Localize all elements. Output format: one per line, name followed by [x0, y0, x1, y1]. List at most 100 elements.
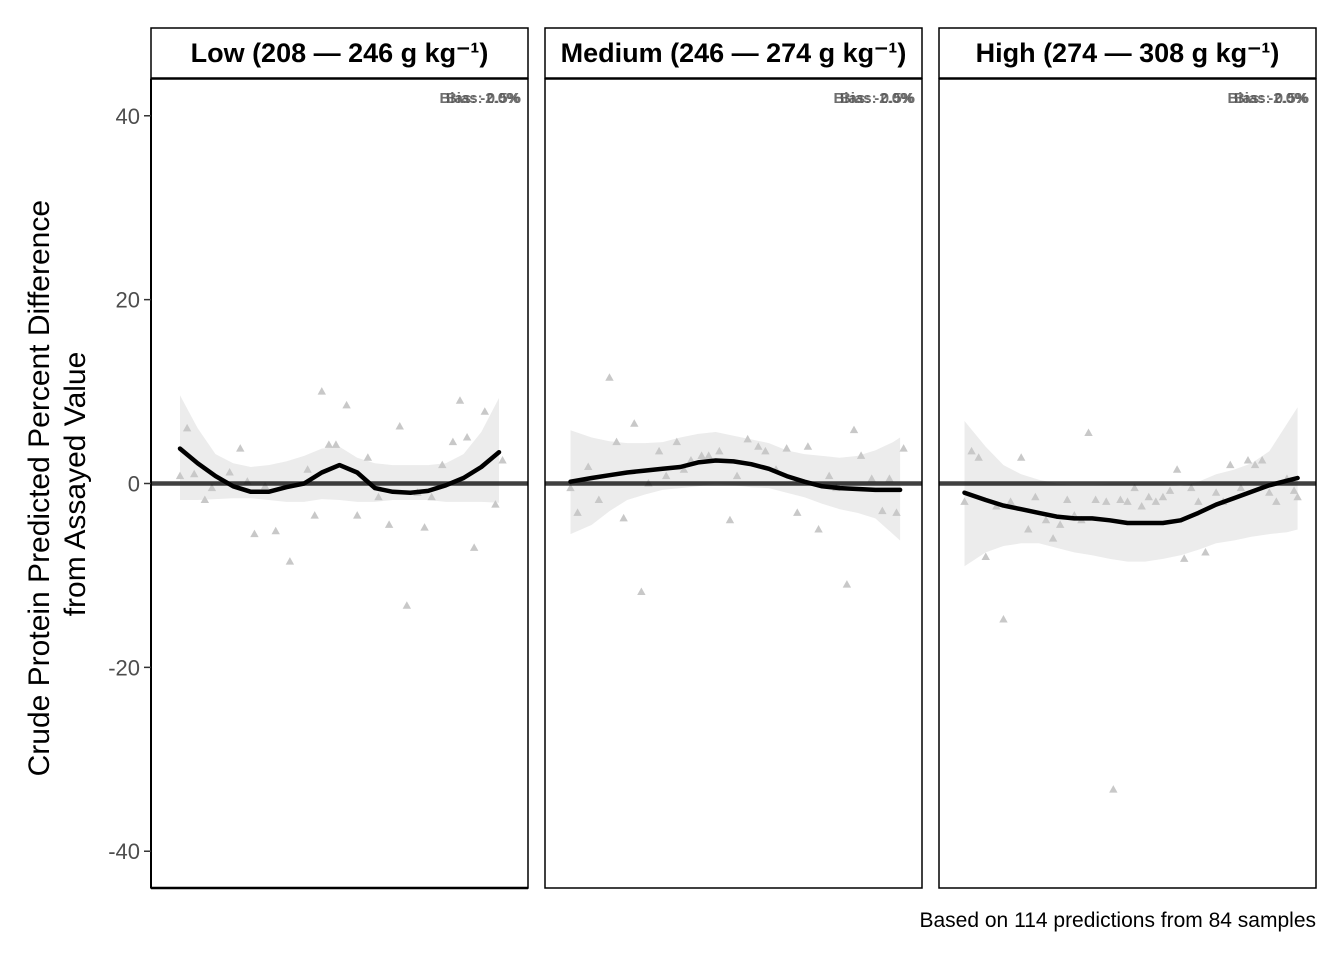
y-axis-title: Crude Protein Predicted Percent Differen… — [23, 192, 92, 777]
smooth-line — [177, 446, 502, 495]
data-point — [1109, 785, 1118, 793]
data-point — [342, 400, 351, 409]
facet-panel-3: High (274 — 308 g kg⁻¹) Bias: 0.5%Bias: -… — [938, 27, 1317, 889]
data-point — [200, 495, 210, 504]
data-point — [1041, 515, 1051, 524]
data-point — [630, 419, 639, 427]
data-point — [1257, 456, 1267, 464]
facet-strip-label: High (274 — 308 g kg⁻¹) — [976, 38, 1280, 68]
data-point — [1158, 492, 1168, 501]
data-point — [285, 557, 295, 565]
data-point — [427, 492, 436, 501]
data-point — [1123, 497, 1132, 505]
data-point — [207, 483, 217, 492]
y-tick-label: 20 — [116, 288, 140, 313]
data-point — [1180, 554, 1189, 562]
data-point — [992, 501, 1001, 510]
data-point — [310, 511, 319, 519]
panel-border — [938, 78, 1317, 889]
data-point — [250, 529, 259, 538]
data-point — [462, 433, 472, 441]
y-tick-label: 40 — [116, 104, 140, 129]
data-point — [498, 456, 507, 464]
facet-panel-2: Medium (246 — 274 g kg⁻¹) Bias: 0.5%Bias:… — [544, 27, 923, 889]
data-point — [654, 446, 664, 455]
y-tick-label: -40 — [108, 839, 140, 864]
data-point — [1102, 497, 1111, 505]
data-point — [353, 511, 362, 519]
data-point — [1116, 495, 1125, 504]
data-point — [1194, 497, 1203, 505]
data-point — [1211, 488, 1221, 496]
data-point — [1243, 456, 1253, 464]
data-point — [725, 515, 735, 524]
data-point — [793, 508, 802, 516]
data-point — [981, 552, 990, 561]
data-point — [878, 506, 887, 515]
y-axis-title-line-2: from Assayed Value — [59, 352, 92, 617]
panel-border — [544, 78, 923, 889]
facet-strip-label: Medium (246 — 274 g kg⁻¹) — [561, 38, 907, 68]
data-point — [605, 373, 614, 381]
data-point — [271, 526, 280, 535]
data-point — [849, 425, 859, 434]
data-point — [182, 423, 192, 432]
confidence-band — [180, 395, 499, 503]
data-point — [754, 442, 763, 450]
data-point — [842, 580, 852, 588]
bias-label: Bias: -2.0% — [833, 90, 913, 107]
facet-strip — [544, 27, 923, 79]
data-point — [448, 437, 458, 446]
data-point — [704, 451, 713, 459]
data-point — [999, 615, 1008, 623]
data-point — [612, 437, 621, 446]
data-point — [1024, 524, 1033, 533]
data-point — [1236, 483, 1246, 492]
data-point — [1201, 547, 1210, 556]
data-point — [679, 465, 689, 473]
data-point — [225, 467, 234, 476]
data-point — [967, 446, 976, 455]
bias-label: Bias: 0.5% — [840, 90, 915, 107]
data-point — [867, 474, 876, 482]
data-point — [824, 471, 834, 480]
data-point — [814, 524, 823, 533]
y-axis-title-line-1: Crude Protein Predicted Percent Differen… — [23, 200, 56, 776]
data-point — [803, 442, 813, 450]
data-point — [1226, 460, 1235, 469]
data-point — [1048, 534, 1058, 542]
data-point — [331, 440, 341, 448]
caption: Based on 114 predictions from 84 samples — [920, 909, 1317, 932]
data-point — [1172, 465, 1182, 473]
data-point — [455, 396, 465, 404]
data-point — [402, 601, 412, 609]
data-point — [1016, 453, 1026, 461]
data-point — [1187, 483, 1196, 492]
data-point — [856, 451, 866, 459]
facet-panel-1: Low (208 — 246 g kg⁻¹) Bias: 0.5%Bias: -2… — [150, 27, 529, 889]
data-point — [1144, 492, 1153, 501]
data-point — [732, 471, 742, 480]
data-point — [1130, 483, 1139, 492]
data-point — [384, 520, 394, 528]
bias-label: Bias: -2.0% — [439, 90, 519, 107]
data-point — [175, 471, 185, 480]
bias-label: Bias: -2.0% — [1227, 90, 1307, 107]
data-point — [1091, 495, 1100, 504]
data-point — [395, 422, 404, 430]
data-point — [1250, 460, 1260, 469]
confidence-band — [964, 407, 1298, 567]
facet-strip — [150, 27, 529, 79]
data-point — [303, 465, 312, 473]
data-point — [892, 508, 901, 516]
bias-label: Bias: 0.5% — [1234, 90, 1309, 107]
data-point — [236, 444, 245, 452]
data-point — [469, 543, 479, 551]
data-point — [438, 460, 447, 469]
data-point — [1031, 492, 1040, 501]
data-point — [573, 508, 582, 516]
data-point — [619, 513, 628, 522]
data-point — [697, 451, 706, 459]
data-point — [491, 500, 500, 508]
